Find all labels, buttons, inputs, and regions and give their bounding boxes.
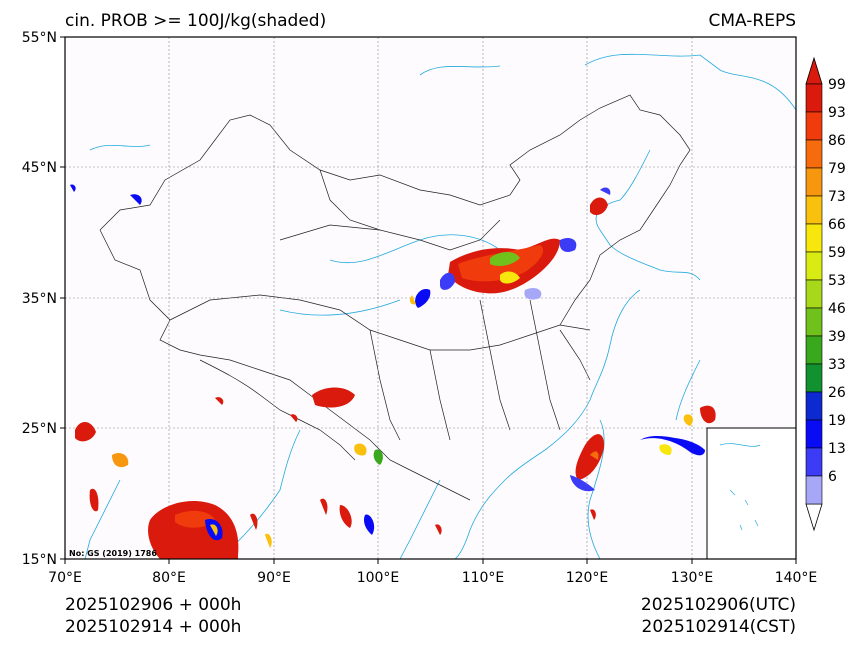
colorbar-label: 33 [828,357,846,373]
colorbar-label: 26 [828,385,846,401]
valid-time-cst: 2025102914(CST) [642,617,796,637]
colorbar-swatch [805,139,823,169]
colorbar-swatch [805,251,823,281]
colorbar: 99 93 86 79 73 66 59 53 46 39 33 26 19 13 6 [805,56,846,532]
lat-axis: 55°N 45°N 35°N 25°N 15°N [22,30,65,568]
colorbar-label: 93 [828,105,846,121]
colorbar-label: 6 [828,469,837,485]
inset-islands [719,443,761,531]
lon-label: 110°E [462,570,505,586]
init-time-cst: 2025102914 + 000h [65,617,241,637]
south-china-sea-inset [706,427,797,560]
colorbar-swatch [805,363,823,393]
colorbar-label: 99 [828,77,846,93]
colorbar-swatch [805,223,823,253]
map-approval-stamp: No: GS (2019) 1786 [69,549,157,558]
colorbar-label: 79 [828,161,846,177]
colorbar-label: 66 [828,217,846,233]
colorbar-swatch [805,391,823,421]
colorbar-label: 73 [828,189,846,205]
colorbar-swatch [805,195,823,225]
colorbar-label: 13 [828,441,846,457]
colorbar-label: 53 [828,273,846,289]
lon-label: 140°E [775,570,818,586]
colorbar-top-arrow [805,56,823,85]
colorbar-swatch [805,335,823,365]
colorbar-bottom-arrow [805,503,823,532]
init-time-utc: 2025102906 + 000h [65,595,241,615]
colorbar-label: 39 [828,329,846,345]
colorbar-swatch [805,167,823,197]
lon-label: 100°E [357,570,400,586]
lat-label: 55°N [22,30,57,46]
colorbar-swatch [805,111,823,141]
lon-label: 80°E [152,570,186,586]
coastlines [84,53,797,560]
lat-label: 15°N [22,552,57,568]
map-title-left: cin. PROB >= 100J/kg(shaded) [65,11,326,31]
colorbar-label: 19 [828,413,846,429]
lat-label: 45°N [22,160,57,176]
lon-label: 70°E [48,570,82,586]
lat-label: 35°N [22,291,57,307]
valid-time-utc: 2025102906(UTC) [641,595,796,615]
admin-borders [99,94,691,501]
colorbar-label: 59 [828,245,846,261]
colorbar-swatch [805,307,823,337]
graticule [65,37,796,559]
probability-shading [70,184,789,559]
map-title-right: CMA-REPS [708,11,796,31]
colorbar-swatch [805,447,823,477]
colorbar-swatch [805,279,823,309]
lon-label: 90°E [257,570,291,586]
colorbar-swatch [805,419,823,449]
colorbar-swatch [805,475,823,505]
lon-axis: 70°E 80°E 90°E 100°E 110°E 120°E 130°E 1… [48,559,817,586]
lon-label: 120°E [566,570,609,586]
colorbar-swatch [805,83,823,113]
lat-label: 25°N [22,421,57,437]
colorbar-label: 86 [828,133,846,149]
lon-label: 130°E [671,570,714,586]
colorbar-label: 46 [828,301,846,317]
